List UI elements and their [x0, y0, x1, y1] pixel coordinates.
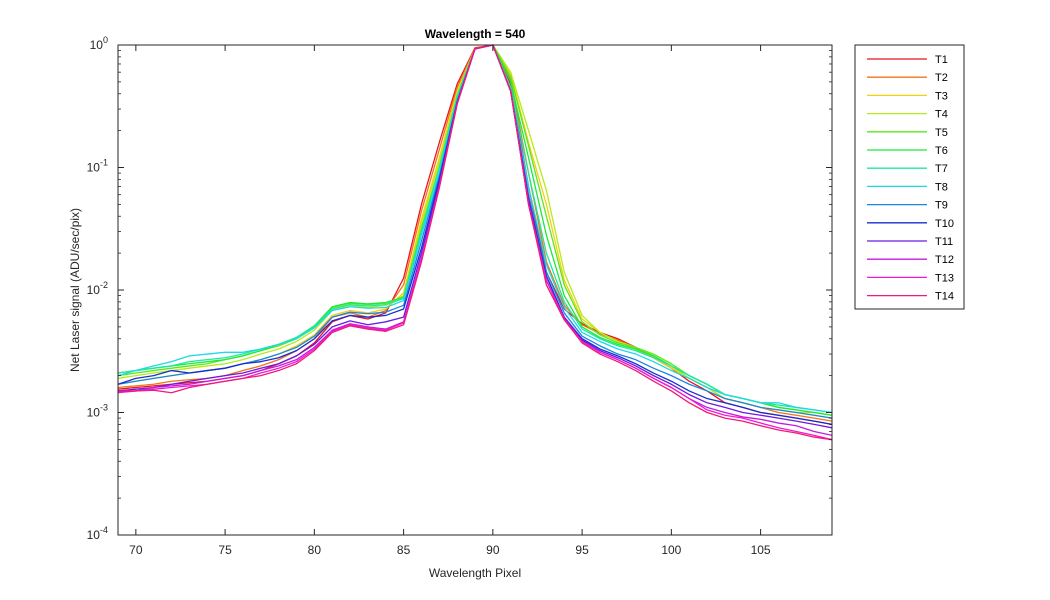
legend-label: T6 — [935, 145, 948, 157]
legend-label: T8 — [935, 181, 948, 193]
x-tick-label: 75 — [218, 543, 232, 557]
legend-label: T4 — [935, 109, 948, 121]
legend-label: T5 — [935, 127, 948, 139]
plot-area — [118, 45, 832, 535]
y-tick-label: 10-4 — [87, 525, 108, 542]
legend-label: T7 — [935, 163, 948, 175]
x-tick-label: 90 — [486, 543, 500, 557]
chart-title: Wavelength = 540 — [425, 27, 526, 41]
y-tick-label: 10-1 — [87, 158, 108, 175]
x-axis-label: Wavelength Pixel — [429, 566, 521, 580]
x-tick-label: 70 — [129, 543, 143, 557]
x-tick-label: 85 — [397, 543, 411, 557]
y-axis-label: Net Laser signal (ADU/sec/pix) — [68, 208, 82, 372]
legend-label: T10 — [935, 218, 954, 230]
x-tick-label: 95 — [575, 543, 589, 557]
legend-label: T12 — [935, 254, 954, 266]
legend-label: T9 — [935, 200, 948, 212]
x-tick-label: 80 — [308, 543, 322, 557]
y-tick-label: 10-3 — [87, 403, 108, 420]
legend-label: T11 — [935, 236, 953, 248]
y-tick-label: 10-2 — [87, 280, 108, 297]
legend-label: T2 — [935, 72, 948, 84]
legend-label: T13 — [935, 272, 954, 284]
legend-label: T3 — [935, 90, 948, 102]
legend-label: T14 — [935, 291, 954, 303]
x-tick-label: 100 — [661, 543, 681, 557]
legend-box — [854, 44, 965, 310]
series-layer — [117, 44, 833, 441]
series-line-t14 — [117, 44, 833, 441]
legend-label: T1 — [935, 54, 948, 66]
legend: T1 T2 T3 T4 T5 T6 T7 T8 T9 T10 T11 T12 T13 T14 — [867, 54, 954, 303]
ticks-layer: 70 75 80 85 90 95 100 105 10-4 10-3 10-2 10-1 100 — [87, 35, 832, 557]
x-tick-label: 105 — [751, 543, 771, 557]
y-tick-label: 100 — [90, 35, 108, 52]
